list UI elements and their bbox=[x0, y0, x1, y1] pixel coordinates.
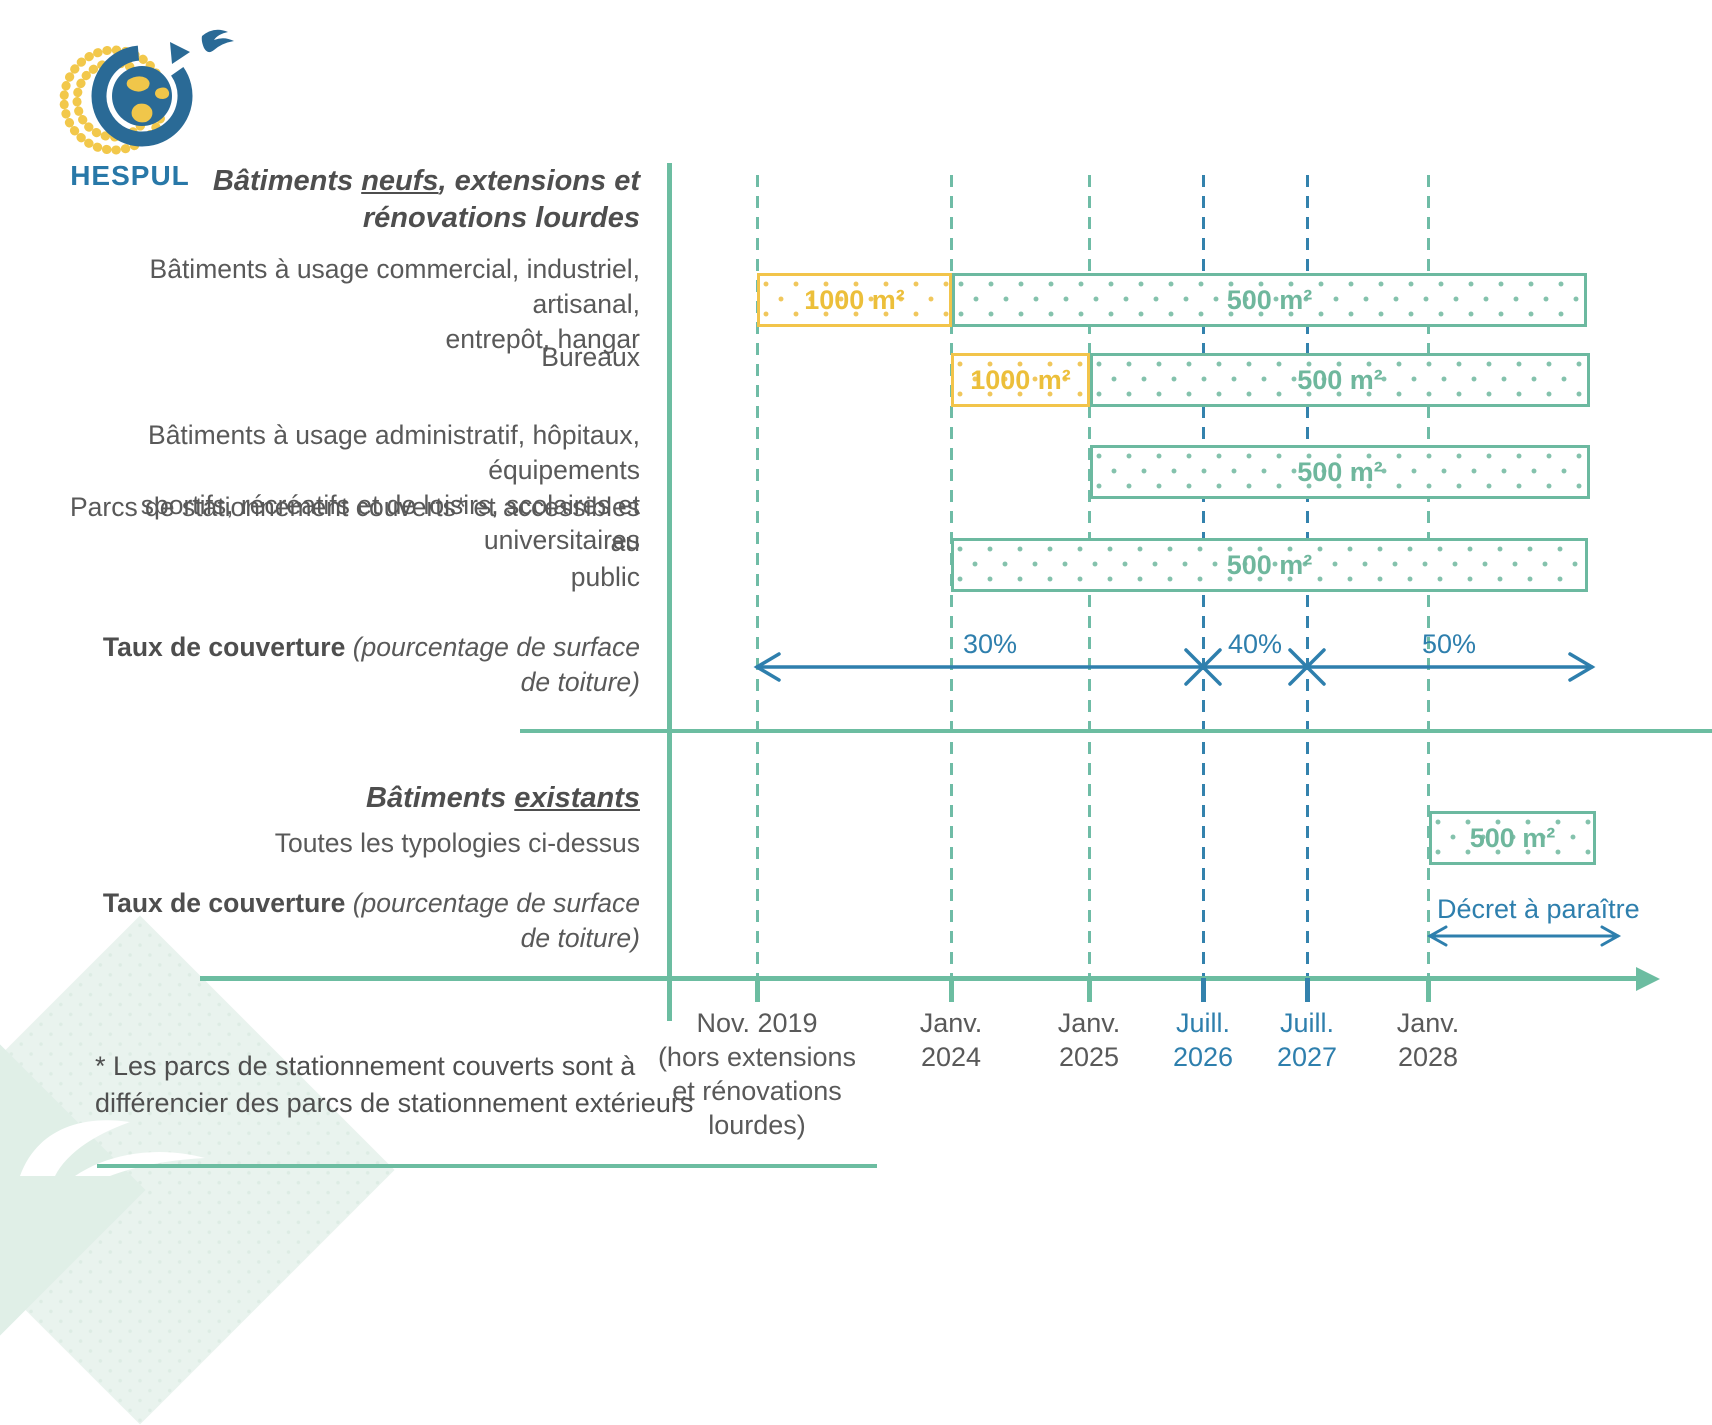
row-label-bureaux: Bureaux bbox=[541, 342, 640, 372]
tick-juill-2026 bbox=[1200, 978, 1206, 1002]
decret-note: Décret à paraître bbox=[1437, 894, 1640, 924]
bar-administratif-500m2: 500 m² bbox=[1090, 445, 1590, 499]
tick-nov-2019 bbox=[754, 978, 760, 1002]
underlined-word: neufs bbox=[361, 165, 439, 197]
bar-parcs-500m2: 500 m² bbox=[951, 538, 1588, 592]
date-juill-2027: Juill. 2027 bbox=[1276, 1008, 1338, 1072]
section-new-title-line2: rénovations lourdes bbox=[362, 202, 640, 234]
date-juill-2026: Juill. 2026 bbox=[1172, 1008, 1234, 1072]
row-label-administratif: Bâtiments à usage administratif, hôpitau… bbox=[140, 420, 640, 555]
section-divider-line bbox=[520, 729, 1712, 733]
bar-existants-500m2: 500 m² bbox=[1429, 811, 1596, 865]
logo-wordmark: HESPUL bbox=[70, 160, 190, 191]
row-label-commercial: Bâtiments à usage commercial, industriel… bbox=[149, 254, 640, 354]
hespul-logo bbox=[59, 29, 234, 155]
gridline-nov-2019 bbox=[755, 175, 759, 978]
bar-bureaux-500m2: 500 m² bbox=[1090, 353, 1590, 407]
coverage-existing-label: Taux de couverture (pourcentage de surfa… bbox=[102, 888, 640, 953]
row-label-toutes-typologies: Toutes les typologies ci-dessus bbox=[274, 828, 640, 858]
coverage-arrow bbox=[753, 648, 1596, 686]
coverage-new-label: Taux de couverture (pourcentage de surfa… bbox=[102, 632, 640, 697]
bar-commercial-1000m2: 1000 m² bbox=[757, 273, 952, 327]
vertical-axis-line bbox=[667, 163, 672, 1021]
tick-juill-2027 bbox=[1304, 978, 1310, 1002]
date-janv-2025: Janv. 2025 bbox=[1057, 1008, 1121, 1072]
time-axis-arrowhead-icon bbox=[1636, 967, 1660, 991]
decret-arrow bbox=[1426, 925, 1622, 947]
coverage-40: 40% bbox=[1227, 629, 1283, 659]
tick-janv-2028 bbox=[1425, 978, 1431, 1002]
date-janv-2024: Janv. 2024 bbox=[919, 1008, 983, 1072]
section-new-title: Bâtiments neufs, extensions et rénovatio… bbox=[40, 163, 640, 237]
underlined-word: existants bbox=[514, 782, 640, 814]
date-janv-2028: Janv. 2028 bbox=[1396, 1008, 1460, 1072]
coverage-30: 30% bbox=[962, 629, 1018, 659]
coverage-50: 50% bbox=[1421, 629, 1477, 659]
section-existing-title: Bâtiments existants bbox=[366, 782, 640, 814]
section-new-title-line1: Bâtiments neufs, extensions et bbox=[212, 165, 640, 197]
row-label-parcs: Parcs de stationnement couverts* et acce… bbox=[69, 492, 640, 592]
bar-commercial-500m2: 500 m² bbox=[952, 273, 1587, 327]
bottom-decorative-line bbox=[97, 1164, 877, 1168]
footnote: * Les parcs de stationnement couverts so… bbox=[95, 1051, 694, 1118]
date-nov-2019: Nov. 2019 (hors extensions et rénovation… bbox=[657, 1008, 857, 1140]
tick-janv-2025 bbox=[1086, 978, 1092, 1002]
bar-bureaux-1000m2: 1000 m² bbox=[951, 353, 1090, 407]
time-axis-line bbox=[200, 976, 1640, 981]
tick-janv-2024 bbox=[948, 978, 954, 1002]
